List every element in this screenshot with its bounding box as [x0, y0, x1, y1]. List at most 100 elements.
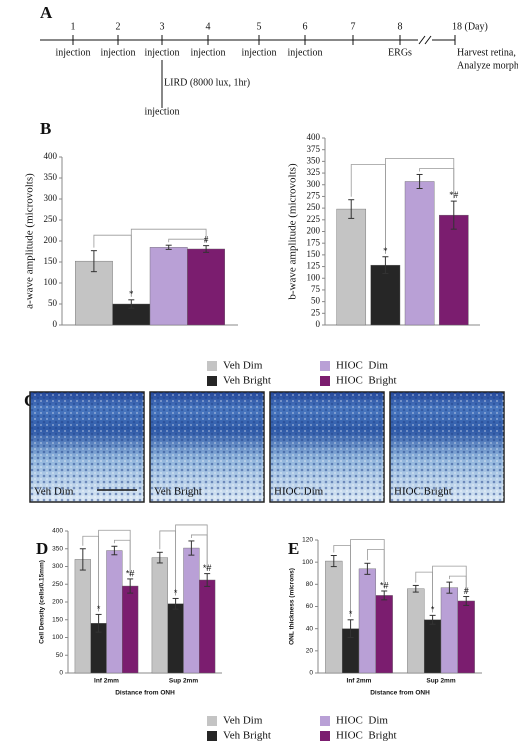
significance-bracket [98, 529, 131, 612]
legend-label: HIOC Bright [336, 375, 397, 387]
y-tick-label: 125 [307, 261, 321, 271]
y-tick-label: 150 [307, 249, 321, 259]
y-tick-label: 50 [311, 296, 321, 306]
y-tick-label: 250 [52, 581, 63, 588]
y-tick-label: 300 [44, 193, 58, 203]
bar [199, 579, 216, 674]
legend-label: Veh Dim [223, 715, 263, 727]
y-tick-label: 20 [306, 648, 314, 655]
x-tick-label: Sup 2mm [426, 678, 455, 685]
y-tick-label: 300 [307, 179, 321, 189]
y-tick-label: 100 [44, 277, 58, 287]
legend-label: Veh Bright [223, 730, 271, 742]
legend-label: HIOC Dim [336, 715, 388, 727]
y-tick-label: 200 [44, 235, 58, 245]
legend-swatch [207, 361, 217, 371]
x-tick-label: Inf 2mm [347, 678, 372, 685]
y-tick-label: 200 [52, 599, 63, 606]
bar [106, 550, 123, 674]
y-tick-label: 25 [311, 307, 321, 317]
bar [407, 588, 425, 674]
bar [74, 559, 91, 674]
panel-label: E [288, 539, 299, 558]
bar [440, 587, 459, 674]
significance-mark: *# [126, 568, 135, 578]
bar [423, 619, 442, 674]
significance-mark: *# [380, 580, 389, 590]
y-axis-label: Cell Density (cells/0.15mm) [39, 560, 46, 644]
event-label: Harvest retina, [457, 47, 516, 58]
bar [325, 560, 343, 674]
y-tick-label: 150 [44, 256, 58, 266]
significance-mark: * [431, 605, 435, 615]
y-axis-label: ONL thickness (microns) [289, 568, 296, 645]
bar-chart: 0 50 100 150 200 250 300 350 400 a-wave amplitude… [24, 151, 238, 329]
y-tick-label: 400 [44, 151, 58, 161]
light-event: injection [145, 106, 180, 117]
legend-swatch [207, 731, 217, 741]
x-axis-label: Distance from ONH [370, 690, 430, 697]
day-label: 5 [257, 21, 262, 32]
significance-bracket [130, 228, 207, 297]
bar [151, 557, 168, 674]
legend-swatch [320, 376, 330, 386]
y-tick-label: 175 [307, 237, 321, 247]
y-tick-label: 400 [307, 132, 321, 142]
bar [438, 214, 469, 326]
image-label: Veh Dim [34, 486, 74, 498]
y-tick-label: 350 [307, 155, 321, 165]
panel-label: A [40, 3, 53, 22]
y-tick-label: 75 [311, 284, 321, 294]
day-label: 7 [351, 21, 356, 32]
y-tick-label: 375 [307, 144, 321, 154]
y-tick-label: 225 [307, 214, 321, 224]
significance-mark: * [383, 246, 388, 256]
significance-bracket [168, 238, 207, 243]
y-tick-label: 50 [56, 652, 64, 659]
day-label: 18 (Day) [452, 21, 488, 32]
legend-label: HIOC Bright [336, 730, 397, 742]
y-axis-label: a-wave amplitude (microvolts) [24, 173, 36, 309]
y-tick-label: 275 [307, 191, 321, 201]
histology-texture [270, 392, 384, 502]
bar [375, 595, 393, 674]
y-tick-label: 350 [52, 545, 63, 552]
y-tick-label: 80 [306, 581, 314, 588]
event-label: injection [191, 47, 226, 58]
day-label: 8 [398, 21, 403, 32]
x-axis-label: Distance from ONH [115, 690, 175, 697]
histology-texture [30, 392, 144, 502]
y-tick-label: 0 [309, 670, 313, 677]
x-tick-label: Sup 2mm [169, 678, 198, 685]
bar [187, 248, 225, 326]
significance-mark: * [174, 588, 178, 598]
y-tick-label: 150 [52, 616, 63, 623]
y-tick-label: 100 [302, 559, 313, 566]
significance-mark: *# [203, 563, 212, 573]
legend-swatch [320, 716, 330, 726]
y-tick-label: 300 [52, 563, 63, 570]
bar [457, 600, 475, 674]
y-tick-label: 350 [44, 172, 58, 182]
significance-mark: # [204, 235, 209, 245]
image-label: Veh Bright [154, 486, 202, 498]
y-tick-label: 100 [52, 634, 63, 641]
y-tick-label: 0 [53, 319, 58, 329]
histology-texture [390, 392, 504, 502]
legend-label: Veh Bright [223, 375, 271, 387]
legend-swatch [320, 731, 330, 741]
day-label: 6 [303, 21, 308, 32]
y-tick-label: 200 [307, 226, 321, 236]
legend-label: HIOC Dim [336, 360, 388, 372]
significance-mark: * [129, 289, 134, 299]
bar [404, 181, 435, 326]
day-label: 3 [160, 21, 165, 32]
image-label: HIOC Dim [274, 486, 324, 498]
significance-mark: * [349, 609, 353, 619]
legend-label: Veh Dim [223, 360, 263, 372]
y-tick-label: 50 [48, 298, 58, 308]
significance-bracket [175, 524, 208, 596]
y-axis-label: b-wave amplitude (microvolts) [287, 163, 299, 300]
